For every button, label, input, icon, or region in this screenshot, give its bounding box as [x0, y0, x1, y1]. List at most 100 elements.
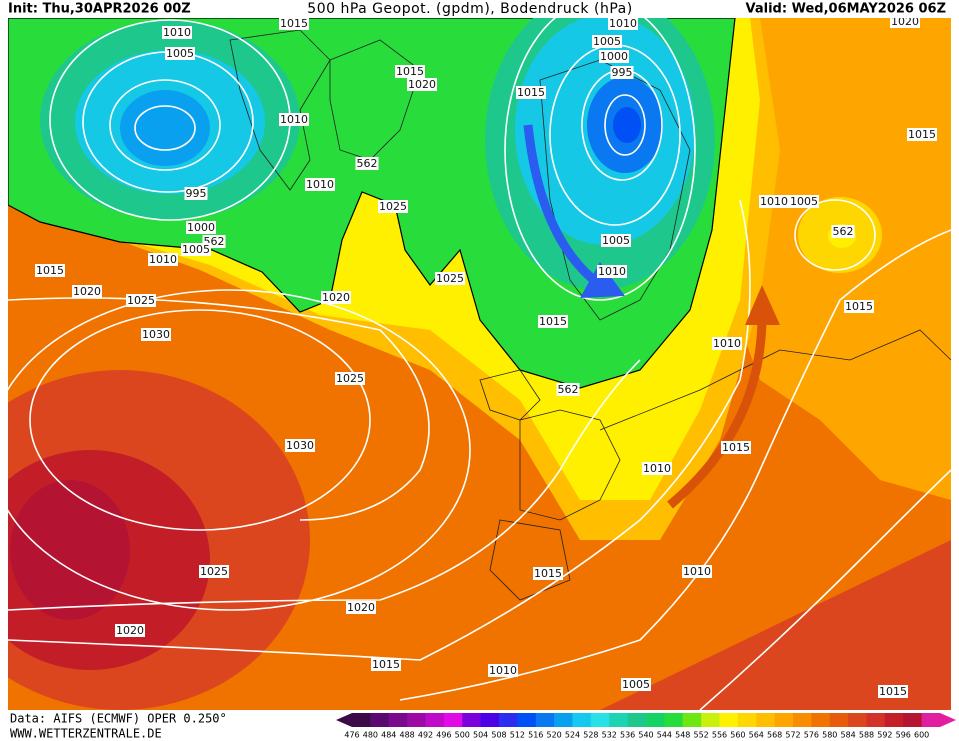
- isobar-label-bg: [907, 128, 937, 141]
- scale-label: 560: [730, 731, 745, 740]
- isobar-label-bg: [181, 243, 211, 256]
- scale-swatch: [682, 713, 702, 727]
- scale-label: 528: [583, 731, 598, 740]
- isobar-label: 1010: [609, 17, 637, 30]
- scale-swatch: [407, 713, 426, 727]
- isobar-label-bg: [35, 264, 65, 277]
- scale-swatch: [499, 713, 518, 727]
- scale-label: 492: [418, 731, 433, 740]
- isobar-label-bg: [199, 565, 229, 578]
- scale-label: 548: [675, 731, 690, 740]
- scale-label: 580: [822, 731, 837, 740]
- isobar-label: 1025: [127, 294, 155, 307]
- scale-swatch: [719, 713, 739, 727]
- isobar-label: 1015: [396, 65, 424, 78]
- scale-label: 600: [914, 731, 929, 740]
- isobar-label: 1010: [280, 113, 308, 126]
- isobar-label: 1025: [200, 565, 228, 578]
- scale-swatch: [480, 713, 500, 727]
- scale-swatch: [646, 713, 665, 727]
- scale-label: 520: [546, 731, 561, 740]
- isobar-label-bg: [335, 372, 365, 385]
- isobar-label-bg: [186, 221, 216, 234]
- scale-swatch: [370, 713, 390, 727]
- isobar-label-bg: [162, 26, 192, 39]
- scale-label: 476: [344, 731, 359, 740]
- isobar-label-bg: [831, 225, 855, 238]
- isobar-label: 1015: [372, 658, 400, 671]
- map-title: 500 hPa Geopot. (gpdm), Bodendruck (hPa): [307, 1, 632, 17]
- isobar-label: 1010: [643, 462, 671, 475]
- isobar-label-bg: [148, 253, 178, 266]
- isobar-label-bg: [682, 565, 712, 578]
- scale-swatch: [609, 713, 629, 727]
- scale-swatch: [774, 713, 794, 727]
- scale-label: 568: [767, 731, 782, 740]
- isobar-label: 1010: [713, 337, 741, 350]
- scale-swatch: [701, 713, 720, 727]
- isobar-label-bg: [592, 35, 622, 48]
- scale-label: 592: [877, 731, 892, 740]
- isobar-label-bg: [621, 678, 651, 691]
- scale-swatch: [921, 713, 941, 727]
- scale-label: 484: [381, 731, 396, 740]
- data-source: Data: AIFS (ECMWF) OPER 0.250°: [10, 712, 227, 726]
- scale-label: 508: [491, 731, 506, 740]
- scale-swatch: [903, 713, 923, 727]
- scale-swatch: [793, 713, 812, 727]
- isobar-label-bg: [279, 18, 309, 30]
- scale-arrow-left: [336, 713, 352, 727]
- scale-label: 576: [804, 731, 819, 740]
- isobar-label: 1005: [602, 234, 630, 247]
- isobar-label-bg: [355, 157, 379, 170]
- isobar-label: 562: [357, 157, 378, 170]
- isobar-label-bg: [488, 664, 518, 677]
- isobar-label-bg: [516, 86, 546, 99]
- isobar-label: 1000: [187, 221, 215, 234]
- isobar-label: 1005: [166, 47, 194, 60]
- isobars: [8, 18, 951, 710]
- isobar-label-bg: [435, 272, 465, 285]
- isobar-label: 1000: [600, 50, 628, 63]
- scale-swatch: [737, 713, 757, 727]
- isobar-label-bg: [878, 685, 908, 698]
- isobar-label-bg: [72, 285, 102, 298]
- isobar-label-bg: [610, 66, 634, 79]
- isobar-label: 995: [612, 66, 633, 79]
- scale-label: 588: [859, 731, 874, 740]
- scale-swatch: [811, 713, 831, 727]
- scale-label: 480: [363, 731, 378, 740]
- isobar-label: 1010: [760, 195, 788, 208]
- isobar-label-bg: [346, 601, 376, 614]
- isobar-label: 1015: [908, 128, 936, 141]
- isobar-label-bg: [378, 200, 408, 213]
- isobar-label: 1015: [36, 264, 64, 277]
- isobar-label-bg: [608, 18, 638, 30]
- scale-swatch: [554, 713, 573, 727]
- isobar-label-bg: [126, 294, 156, 307]
- isobar-label: 1025: [379, 200, 407, 213]
- isobar-label-bg: [601, 234, 631, 247]
- scale-label: 572: [785, 731, 800, 740]
- isobar-label-bg: [556, 383, 580, 396]
- scale-swatch: [443, 713, 463, 727]
- isobar-label: 1005: [622, 678, 650, 691]
- isobar-label-bg: [165, 47, 195, 60]
- isobar-label-bg: [395, 65, 425, 78]
- scale-label: 496: [436, 731, 451, 740]
- isobar-label: 1015: [845, 300, 873, 313]
- scale-label: 540: [638, 731, 653, 740]
- scale-label: 596: [896, 731, 911, 740]
- isobar-label-bg: [141, 328, 171, 341]
- isobar-label: 1010: [598, 265, 626, 278]
- isobar-label-bg: [115, 624, 145, 637]
- isobar-label: 1030: [286, 439, 314, 452]
- scale-label: 504: [473, 731, 488, 740]
- isobar-label: 1020: [73, 285, 101, 298]
- isobar-label: 1015: [539, 315, 567, 328]
- isobar-label-bg: [407, 78, 437, 91]
- isobar-label-bg: [721, 441, 751, 454]
- scale-swatch: [756, 713, 776, 727]
- isobar-label: 1010: [489, 664, 517, 677]
- isobar-label-bg: [599, 50, 629, 63]
